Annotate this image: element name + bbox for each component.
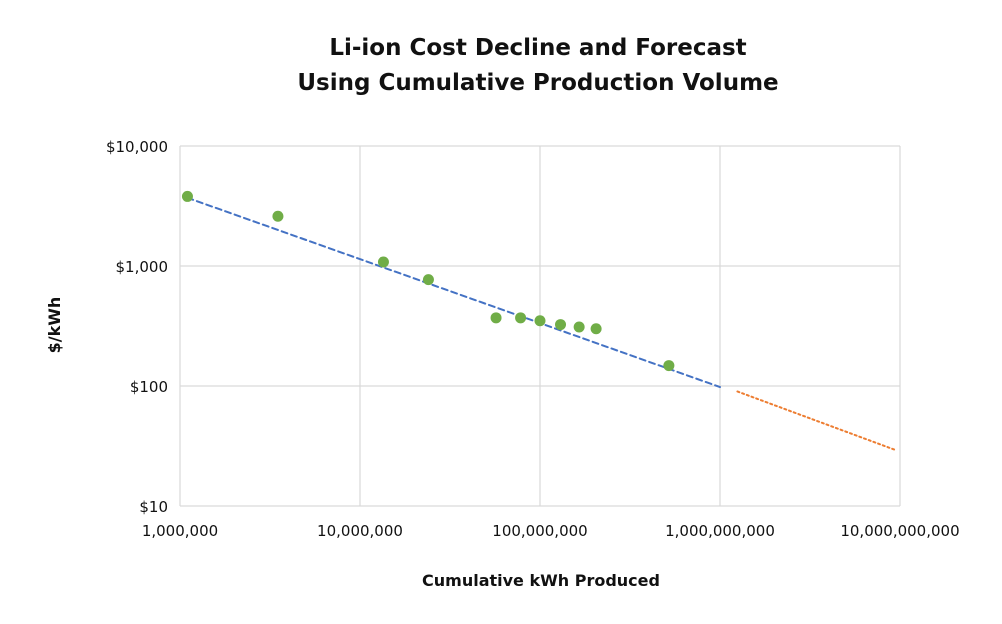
x-axis-ticks: 1,000,000 10,000,000 100,000,000 1,000,000,… [142,522,960,540]
data-point [181,190,193,202]
x-tick-label: 10,000,000,000 [840,522,959,540]
chart-title-line-2: Using Cumulative Production Volume [297,70,778,96]
chart-title: Li-ion Cost Decline and Forecast Using C… [297,35,778,96]
data-point [534,315,546,327]
data-point [422,274,434,286]
x-axis-title: Cumulative kWh Produced [422,571,660,590]
data-point [590,323,602,335]
y-axis-ticks: $10 $100 $1,000 $10,000 [106,138,168,516]
chart-title-line-1: Li-ion Cost Decline and Forecast [329,35,746,61]
forecast-line [736,390,898,452]
x-tick-label: 10,000,000 [317,522,403,540]
grid [179,145,901,507]
data-point [377,256,389,268]
data-point [663,360,675,372]
y-tick-label: $1,000 [116,258,169,276]
x-tick-label: 100,000,000 [492,522,587,540]
y-tick-label: $100 [130,378,168,396]
x-tick-label: 1,000,000 [142,522,218,540]
data-point [490,312,502,324]
y-axis-title: $/kWh [45,297,64,354]
data-point [515,312,527,324]
data-point [272,210,284,222]
data-point [573,321,585,333]
trend-line [186,196,721,389]
plot-series [181,190,898,452]
y-tick-label: $10,000 [106,138,168,156]
y-tick-label: $10 [139,498,168,516]
x-tick-label: 1,000,000,000 [665,522,775,540]
data-point [555,319,567,331]
